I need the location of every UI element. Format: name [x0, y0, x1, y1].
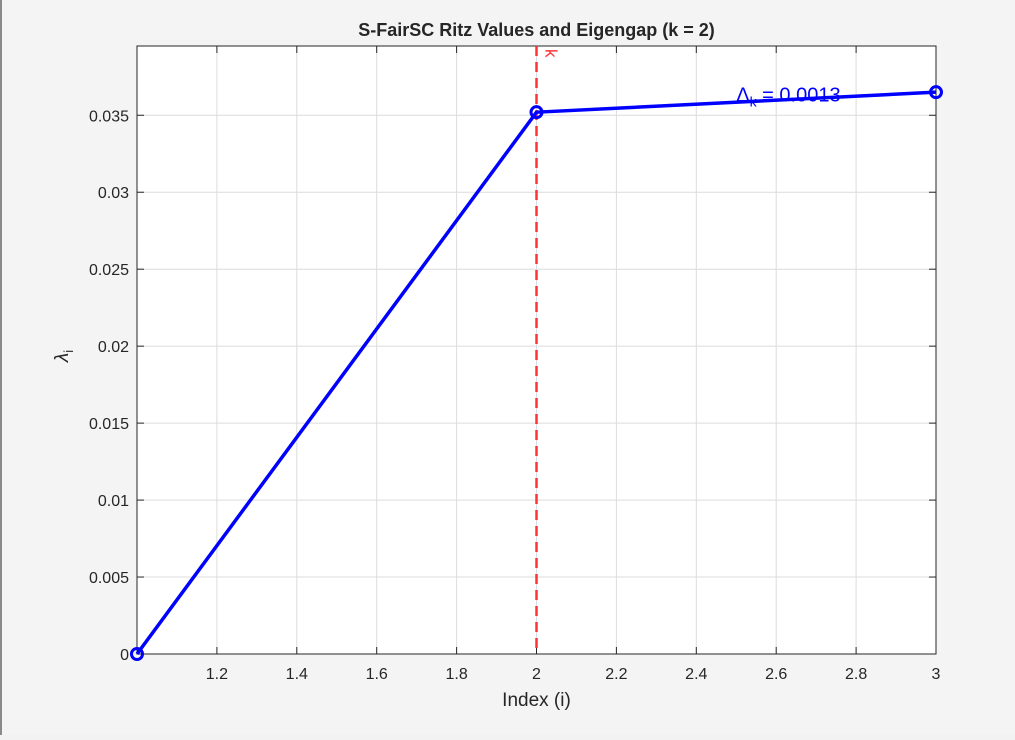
x-tick-label: 2.8 — [845, 666, 867, 683]
y-tick-label: 0.015 — [89, 416, 129, 433]
y-tick-label: 0.005 — [89, 570, 129, 587]
data-point — [130, 647, 144, 661]
eigengap-annotation: Δk = 0.0013 — [736, 84, 840, 109]
x-tick-label: 1.2 — [206, 666, 228, 683]
x-tick-label: 2.4 — [685, 666, 707, 683]
x-tick-label: 2.2 — [605, 666, 627, 683]
y-axis-label: λi — [52, 350, 76, 363]
x-tick-label: 2 — [532, 666, 541, 683]
series — [130, 85, 943, 661]
x-axis-label: Index (i) — [502, 690, 571, 711]
series-line — [135, 90, 937, 656]
x-tick-label: 2.6 — [765, 666, 787, 683]
annotation: Δk = 0.0013 — [736, 84, 840, 109]
y-tick-label: 0.025 — [89, 262, 129, 279]
x-tick-label: 3 — [932, 666, 941, 683]
x-tick-label: 1.4 — [286, 666, 308, 683]
data-point — [929, 85, 943, 100]
y-tick-label: 0.03 — [98, 185, 129, 202]
y-tick-label: 0.01 — [98, 493, 129, 510]
chart-title: S-FairSC Ritz Values and Eigengap (k = 2… — [358, 20, 715, 40]
y-tick-label: 0.02 — [98, 339, 129, 356]
y-axis-label-text: λi — [52, 350, 76, 363]
x-tick-label: 1.6 — [366, 666, 388, 683]
eigengap-vline: k — [535, 46, 561, 654]
y-tick-label: 0 — [120, 647, 129, 664]
vline-k-label: k — [542, 49, 561, 58]
data-point — [529, 105, 544, 120]
y-tick-label: 0.035 — [89, 108, 129, 125]
x-tick-label: 1.8 — [445, 666, 467, 683]
